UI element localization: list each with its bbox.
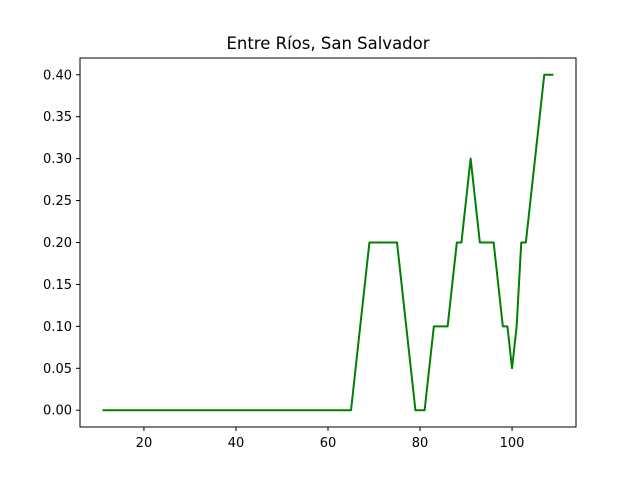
- x-tick-label: 60: [320, 436, 337, 451]
- chart-title: Entre Ríos, San Salvador: [226, 34, 429, 53]
- y-tick-label: 0.15: [43, 278, 72, 293]
- series-line-0: [102, 73, 554, 412]
- y-tick-label: 0.20: [43, 236, 72, 251]
- y-tick-label: 0.10: [43, 320, 72, 335]
- x-tick-label: 100: [500, 436, 525, 451]
- y-tick-label: 0.00: [43, 404, 72, 419]
- y-tick-label: 0.30: [43, 152, 72, 167]
- x-tick-label: 80: [412, 436, 429, 451]
- y-tick-label: 0.40: [43, 68, 72, 83]
- series-layer: [102, 73, 554, 412]
- y-tick-label: 0.25: [43, 194, 72, 209]
- x-tick-label: 20: [136, 436, 153, 451]
- x-tick-label: 40: [228, 436, 245, 451]
- y-tick-label: 0.35: [43, 110, 72, 125]
- y-tick-label: 0.05: [43, 362, 72, 377]
- plot-frame: [79, 57, 577, 428]
- y-axis: 0.00 0.05 0.10 0.15 0.20 0.25 0.30 0.35 0.40: [43, 68, 80, 419]
- x-axis: 20 40 60 80 100: [136, 427, 525, 451]
